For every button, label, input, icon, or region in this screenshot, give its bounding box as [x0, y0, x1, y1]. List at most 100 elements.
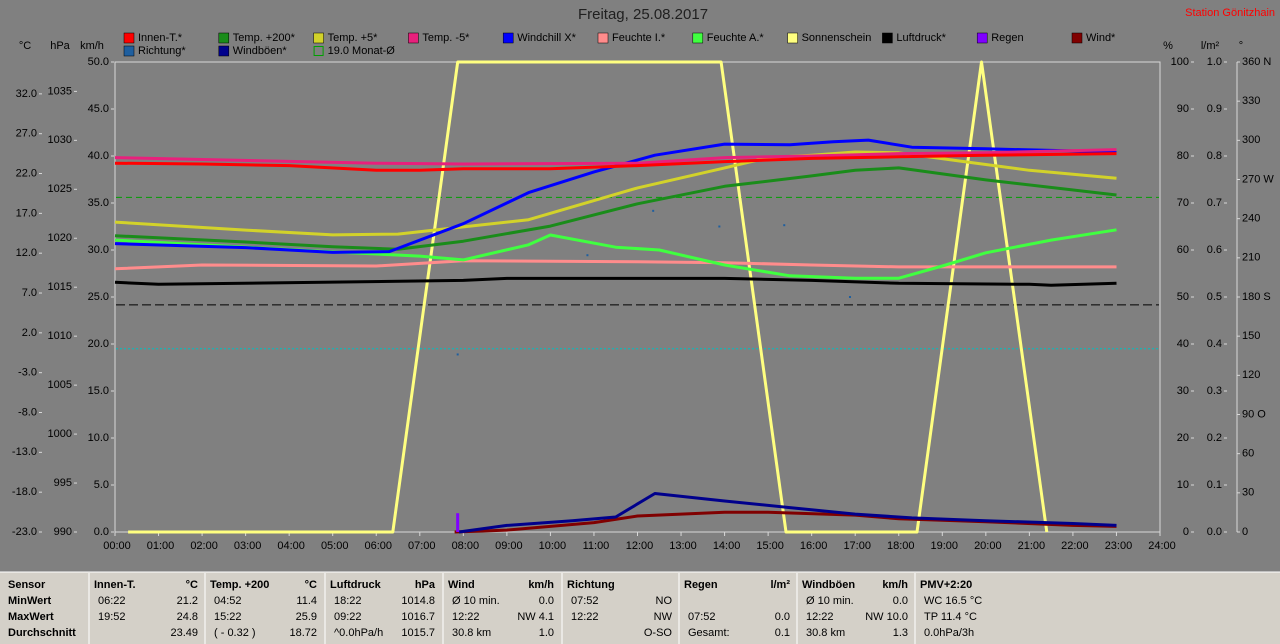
- legend-swatch: [597, 32, 609, 44]
- summary-cell: 0.0hPa/3h: [924, 627, 974, 639]
- legend-swatch: [1071, 32, 1083, 44]
- y-tick-label: 1010: [48, 330, 72, 342]
- legend-label: Richtung*: [138, 45, 186, 57]
- x-tick-label: 06:00: [364, 540, 392, 552]
- series-line: [114, 276, 1117, 287]
- legend-swatch: [123, 32, 135, 44]
- y-tick-label: 40: [1177, 338, 1189, 350]
- summary-unit: km/h: [882, 579, 908, 591]
- y-tick-label: 0.8: [1207, 150, 1222, 162]
- y-tick-label: 100: [1171, 56, 1189, 68]
- x-tick-label: 10:00: [539, 540, 567, 552]
- y-tick-label: 0.3: [1207, 385, 1222, 397]
- summary-value: O-SO: [644, 627, 673, 639]
- legend-label: Sonnenschein: [802, 32, 872, 44]
- y-tick-label: 35.0: [88, 197, 109, 209]
- axis-unit-label: hPa: [50, 40, 70, 52]
- legend-label: Innen-T.*: [138, 32, 183, 44]
- summary-cell: TP 11.4 °C: [924, 611, 977, 623]
- x-tick-label: 15:00: [756, 540, 784, 552]
- summary-cell: 12:22: [806, 611, 834, 623]
- y-tick-label: 1020: [48, 232, 72, 244]
- y-tick-label: 50: [1177, 291, 1189, 303]
- summary-header: PMV+2:20: [920, 579, 972, 591]
- legend-label: Feuchte I.*: [612, 32, 666, 44]
- y-tick-label: -23.0: [12, 526, 37, 538]
- summary-cell: 07:52: [571, 595, 599, 607]
- y-tick-label: 990: [54, 526, 72, 538]
- x-tick-label: 13:00: [669, 540, 697, 552]
- y-tick-label: 2.0: [22, 327, 37, 339]
- summary-unit: °C: [305, 579, 317, 591]
- series-line: [114, 148, 1117, 166]
- axis-unit-label: l/m²: [1201, 40, 1220, 52]
- y-tick-label: 20: [1177, 432, 1189, 444]
- summary-header: Sensor: [8, 579, 46, 591]
- summary-value: 1016.7: [401, 611, 435, 623]
- summary-unit: hPa: [415, 579, 436, 591]
- x-tick-label: 19:00: [931, 540, 959, 552]
- axis-unit-label: %: [1163, 40, 1173, 52]
- summary-value: 11.4: [296, 595, 317, 607]
- y-tick-label: 10.0: [88, 432, 109, 444]
- y-tick-label: 120: [1242, 369, 1260, 381]
- summary-cell: 04:52: [214, 595, 242, 607]
- legend-swatch: [313, 46, 324, 56]
- summary-cell: 12:22: [452, 611, 480, 623]
- y-tick-label: 1.0: [1207, 56, 1222, 68]
- legend-swatch: [976, 32, 988, 44]
- x-tick-label: 07:00: [408, 540, 436, 552]
- y-tick-label: 90 O: [1242, 408, 1266, 420]
- x-tick-label: 12:00: [626, 540, 654, 552]
- series-line: [458, 492, 1117, 534]
- y-tick-label: 0: [1242, 526, 1248, 538]
- x-tick-label: 21:00: [1018, 540, 1046, 552]
- y-tick-label: 0.2: [1207, 432, 1222, 444]
- summary-header: Regen: [684, 579, 718, 591]
- direction-dot: [652, 209, 655, 212]
- series-line: [114, 152, 1117, 172]
- y-tick-label: 80: [1177, 150, 1189, 162]
- x-tick-label: 05:00: [321, 540, 349, 552]
- legend-swatch: [123, 45, 135, 57]
- series-line: [114, 150, 1117, 237]
- y-tick-label: 1005: [48, 379, 72, 391]
- series-line: [114, 259, 1117, 271]
- summary-value: 18.72: [289, 627, 317, 639]
- x-tick-label: 22:00: [1061, 540, 1089, 552]
- x-tick-label: 04:00: [277, 540, 305, 552]
- summary-value: 25.9: [296, 611, 317, 623]
- y-tick-label: -3.0: [18, 367, 37, 379]
- y-tick-label: -8.0: [18, 406, 37, 418]
- summary-value: 1015.7: [401, 627, 435, 639]
- summary-cell: ( - 0.32 ): [214, 627, 256, 639]
- summary-header: Innen-T.: [94, 579, 136, 591]
- y-tick-label: 22.0: [16, 167, 37, 179]
- summary-cell: 06:22: [98, 595, 126, 607]
- y-tick-label: 180 S: [1242, 291, 1271, 303]
- y-tick-label: 12.0: [16, 247, 37, 259]
- legend-swatch: [882, 32, 893, 44]
- summary-cell: Gesamt:: [688, 627, 730, 639]
- y-tick-label: 50.0: [88, 56, 109, 68]
- y-tick-label: -18.0: [12, 486, 37, 498]
- y-tick-label: 0.5: [1207, 291, 1222, 303]
- summary-value: 0.0: [775, 611, 790, 623]
- legend-label: Luftdruck*: [896, 32, 946, 44]
- y-tick-label: 17.0: [16, 207, 37, 219]
- legend-swatch: [787, 32, 798, 44]
- summary-cell: 15:22: [214, 611, 242, 623]
- x-tick-label: 09:00: [495, 540, 523, 552]
- y-tick-label: 40.0: [88, 150, 109, 162]
- legend-label: Temp. +200*: [233, 32, 296, 44]
- legend-label: 19.0 Monat-Ø: [328, 45, 396, 57]
- summary-cell: MaxWert: [8, 611, 54, 623]
- rain-bar: [456, 513, 460, 532]
- y-tick-label: 30: [1177, 385, 1189, 397]
- plot-area: [114, 61, 1161, 533]
- y-tick-label: 270 W: [1242, 173, 1274, 185]
- y-tick-label: 30: [1242, 487, 1254, 499]
- legend-swatch: [313, 32, 324, 44]
- axis-unit-label: °: [1239, 40, 1243, 52]
- summary-panel: [0, 572, 1280, 644]
